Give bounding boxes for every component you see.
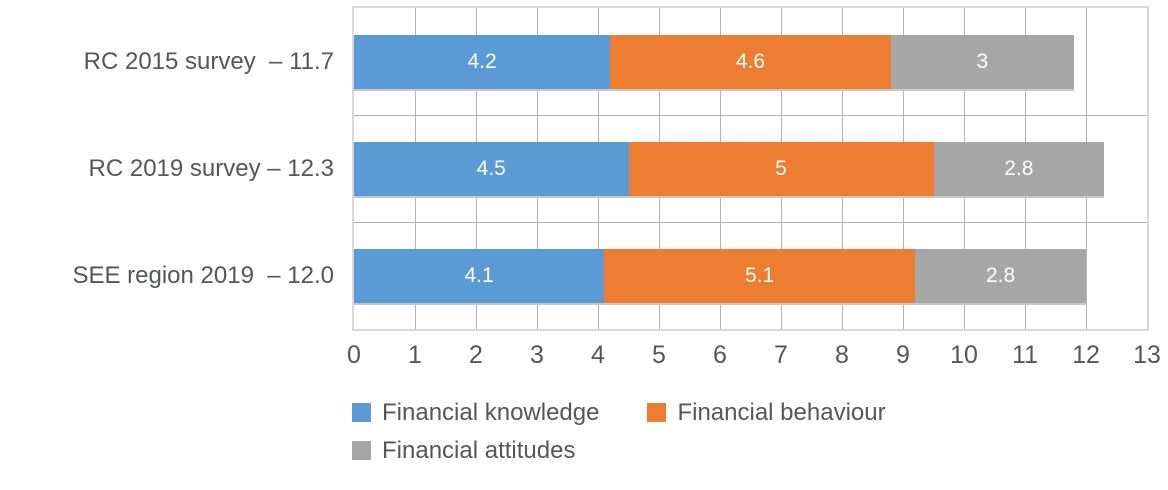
legend-item-financial-attitudes: Financial attitudes <box>352 438 575 463</box>
category-band-gridline <box>354 221 1147 223</box>
bar-segment-financial-knowledge: 4.5 <box>354 141 629 196</box>
legend-label: Financial attitudes <box>382 436 576 464</box>
x-axis-tick-label: 6 <box>713 341 727 369</box>
bar-segment-financial-attitudes: 2.8 <box>915 248 1086 303</box>
bar-row: 4.1 5.1 2.8 <box>354 248 1086 303</box>
plot-area: 4.2 4.6 3 4.5 5 2.8 4.1 5.1 2.8 <box>352 6 1149 331</box>
x-axis-tick-label: 12 <box>1072 341 1100 369</box>
x-axis-tick-label: 4 <box>591 341 605 369</box>
bar-value-label: 2.8 <box>1004 157 1034 180</box>
x-axis-tick-label: 1 <box>408 341 422 369</box>
category-label: RC 2019 survey – 12.3 <box>88 154 334 182</box>
chart-legend: Financial knowledge Financial behaviour Fi… <box>352 400 1052 463</box>
x-axis-tick-label: 13 <box>1133 341 1161 369</box>
category-band-gridline <box>354 114 1147 116</box>
legend-item-financial-knowledge: Financial knowledge <box>352 400 599 425</box>
x-axis-tick-label: 9 <box>896 341 910 369</box>
x-axis-tick-label: 2 <box>469 341 483 369</box>
legend-swatch-icon <box>352 441 371 460</box>
bar-segment-financial-knowledge: 4.2 <box>354 34 611 89</box>
x-axis-tick-label: 7 <box>774 341 788 369</box>
legend-label: Financial knowledge <box>382 398 600 426</box>
bar-value-label: 4.2 <box>467 50 497 73</box>
bar-segment-financial-behaviour: 5 <box>628 141 934 196</box>
x-axis-tick-label: 8 <box>835 341 849 369</box>
bar-value-label: 4.5 <box>476 157 506 180</box>
category-label: RC 2015 survey – 11.7 <box>83 47 334 75</box>
x-axis-tick-label: 3 <box>530 341 544 369</box>
bar-row: 4.5 5 2.8 <box>354 141 1105 196</box>
bar-value-label: 5 <box>775 157 787 180</box>
bar-value-label: 4.6 <box>735 50 766 73</box>
bar-segment-financial-behaviour: 5.1 <box>604 248 916 303</box>
legend-label: Financial behaviour <box>677 398 886 426</box>
bar-value-label: 4.1 <box>464 264 494 287</box>
bar-value-label: 3 <box>976 50 989 73</box>
legend-swatch-icon <box>352 403 371 422</box>
legend-item-financial-behaviour: Financial behaviour <box>647 398 886 426</box>
bar-segment-financial-knowledge: 4.1 <box>354 248 605 303</box>
bar-segment-financial-attitudes: 2.8 <box>933 141 1105 196</box>
bar-segment-financial-behaviour: 4.6 <box>610 34 891 89</box>
x-axis-tick-label: 10 <box>950 341 978 369</box>
bar-value-label: 5.1 <box>745 264 775 287</box>
category-label: SEE region 2019 – 12.0 <box>72 261 334 289</box>
bar-value-label: 2.8 <box>985 264 1016 287</box>
bar-segment-financial-attitudes: 3 <box>890 34 1074 89</box>
x-axis-tick-label: 11 <box>1012 341 1038 369</box>
bar-row: 4.2 4.6 3 <box>354 34 1074 89</box>
x-axis-tick-label: 5 <box>652 341 666 369</box>
x-axis-tick-label: 0 <box>347 341 361 369</box>
legend-swatch-icon <box>647 403 667 422</box>
